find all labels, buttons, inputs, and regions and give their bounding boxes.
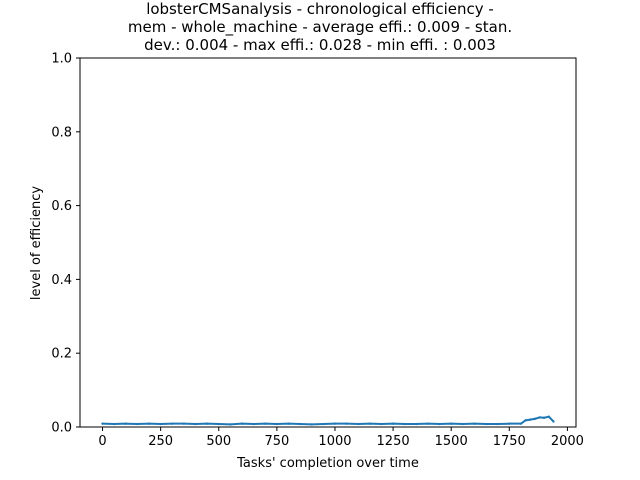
data-point (426, 422, 430, 425)
data-point (333, 422, 337, 425)
y-axis-ticks: 0.0 0.2 0.4 0.6 0.8 1.0 (51, 52, 80, 436)
data-point (322, 422, 325, 426)
x-tick-label: 750 (264, 434, 289, 449)
series-layer (101, 415, 555, 426)
x-tick-label: 1750 (493, 434, 526, 449)
y-tick-label: 1.0 (51, 52, 72, 67)
data-point (345, 422, 348, 425)
data-point (101, 422, 104, 425)
data-point (275, 422, 279, 426)
data-point (136, 422, 139, 426)
data-point (461, 422, 465, 426)
series-line-1 (102, 415, 555, 426)
data-point (391, 422, 395, 425)
data-point (205, 422, 209, 425)
data-point (159, 422, 162, 426)
y-tick-label: 0.4 (51, 273, 72, 288)
chart-title-line-3: dev.: 0.004 - max effi.: 0.028 - min eff… (144, 36, 496, 54)
data-point (403, 422, 406, 426)
x-axis-ticks: 0 250 500 750 1000 1250 1500 1750 2000 (98, 427, 584, 449)
data-point (147, 422, 151, 425)
data-point (380, 422, 383, 426)
data-point (519, 422, 523, 425)
chart-title-line-1: lobsterCMSanalysis - chronological effic… (146, 0, 494, 18)
data-point (496, 422, 499, 426)
chart-title-line-2: mem - whole_machine - average effi.: 0.0… (127, 18, 513, 36)
data-point (252, 422, 255, 426)
data-point (171, 422, 174, 425)
data-point (264, 422, 267, 425)
data-point (368, 422, 372, 425)
x-tick-label: 250 (148, 434, 173, 449)
x-tick-label: 0 (98, 434, 106, 449)
data-point (240, 422, 244, 425)
x-tick-label: 1250 (377, 434, 410, 449)
data-point (508, 422, 511, 425)
data-point (473, 422, 476, 425)
data-point (124, 422, 127, 425)
y-axis-label: level of efficiency (29, 186, 44, 300)
x-tick-label: 1500 (435, 434, 468, 449)
y-tick-label: 0.6 (51, 199, 72, 214)
data-point (112, 422, 116, 426)
data-point (357, 422, 360, 426)
data-point (542, 416, 546, 419)
x-tick-label: 2000 (551, 434, 584, 449)
data-point (449, 422, 453, 425)
data-point (298, 422, 302, 426)
x-axis-label: Tasks' completion over time (236, 456, 419, 471)
data-point (529, 418, 532, 421)
data-point (538, 416, 541, 419)
data-point (194, 422, 197, 426)
y-tick-label: 0.8 (51, 125, 72, 140)
data-point (552, 420, 555, 423)
data-point (484, 422, 488, 426)
data-point (524, 419, 527, 422)
data-point (310, 423, 313, 426)
x-tick-label: 1000 (318, 434, 351, 449)
chart-title: lobsterCMSanalysis - chronological effic… (0, 0, 640, 54)
data-point (229, 423, 232, 426)
y-tick-label: 0.2 (51, 347, 72, 362)
x-tick-label: 500 (206, 434, 231, 449)
data-point (547, 415, 551, 418)
data-point (415, 422, 418, 426)
data-point (182, 422, 186, 425)
data-point (438, 422, 441, 426)
y-tick-label: 0.0 (51, 421, 72, 436)
data-point (533, 417, 537, 421)
data-point (217, 422, 220, 426)
plot-area-frame (79, 57, 577, 428)
data-point (287, 422, 290, 425)
